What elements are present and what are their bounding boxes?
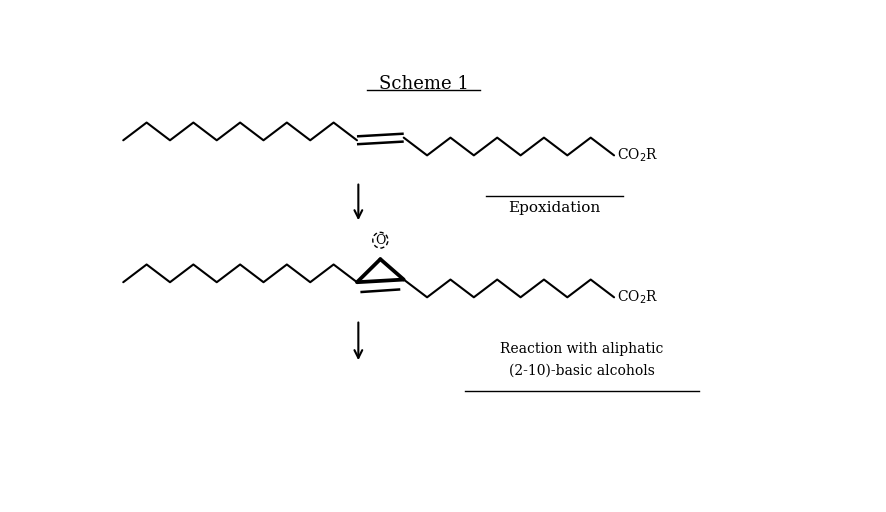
Text: CO$_2$R: CO$_2$R: [616, 146, 657, 164]
Text: CO$_2$R: CO$_2$R: [616, 289, 657, 306]
Text: Epoxidation: Epoxidation: [508, 201, 600, 215]
Text: Reaction with aliphatic: Reaction with aliphatic: [500, 342, 663, 356]
Text: Scheme 1: Scheme 1: [378, 75, 468, 93]
Text: (2-10)-basic alcohols: (2-10)-basic alcohols: [509, 364, 654, 378]
Text: O: O: [375, 233, 385, 247]
